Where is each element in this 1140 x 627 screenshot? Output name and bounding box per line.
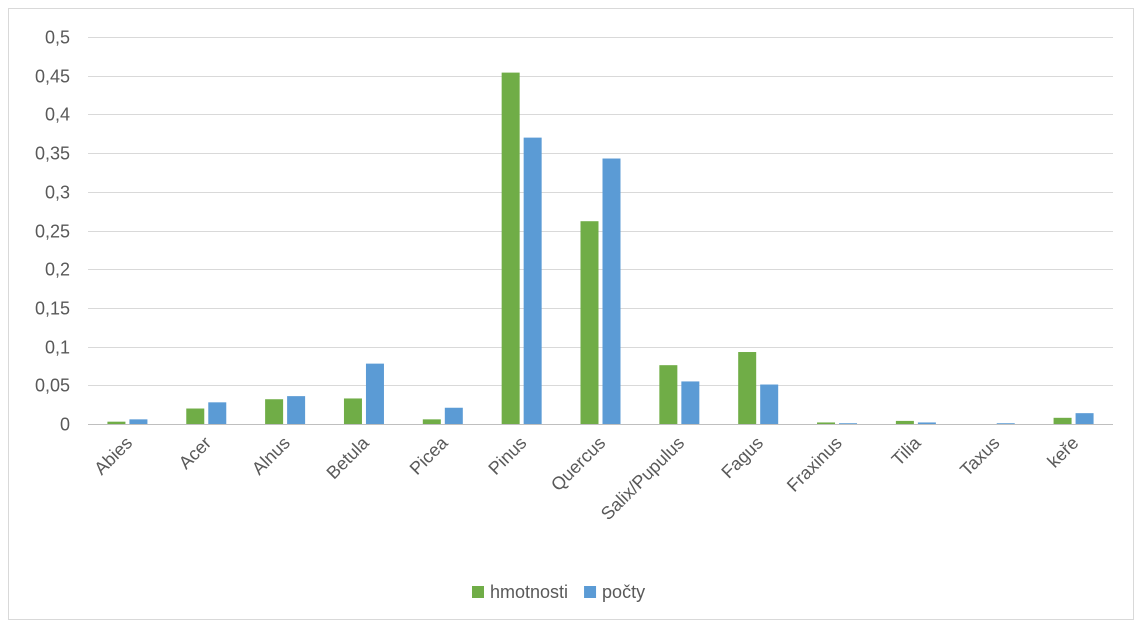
bar-počty	[444, 407, 463, 424]
bar-hmotnosti	[895, 420, 914, 424]
x-tick-label: Quercus	[547, 433, 609, 495]
bar-hmotnosti	[422, 419, 441, 424]
bar-počty	[208, 402, 227, 424]
bar-počty	[760, 384, 779, 424]
y-tick-label: 0,25	[35, 222, 70, 242]
x-axis: Abies Acer Alnus Betula Picea Pinus QuercusSal…	[90, 432, 1082, 524]
bar-hmotnosti	[265, 399, 284, 424]
bars	[107, 72, 1094, 424]
y-tick-label: 0,4	[45, 105, 70, 125]
x-tick-label: Pinus	[484, 433, 530, 479]
y-tick-label: 0,2	[45, 260, 70, 280]
bar-počty	[917, 422, 936, 424]
y-tick-label: 0,05	[35, 376, 70, 396]
bar-počty	[1075, 413, 1094, 424]
legend-swatch-hmotnosti	[472, 586, 484, 598]
x-tick-label: Fagus	[718, 433, 768, 483]
x-tick-label: Acer	[175, 433, 215, 473]
y-axis: 0 0,05 0,1 0,15 0,2 0,25 0,3 0,35 0,4 0,45 0,5	[35, 28, 70, 435]
y-tick-label: 0,15	[35, 299, 70, 319]
x-tick-label: Tilia	[888, 432, 926, 470]
x-tick-label: Abies	[90, 433, 136, 479]
bar-počty	[681, 381, 700, 424]
bar-počty	[839, 423, 858, 424]
y-tick-label: 0,1	[45, 338, 70, 358]
bar-počty	[602, 158, 621, 424]
bar-počty	[287, 396, 306, 424]
bar-hmotnosti	[501, 72, 520, 424]
x-tick-label: Taxus	[956, 433, 1003, 480]
y-tick-label: 0,3	[45, 183, 70, 203]
bar-počty	[523, 137, 542, 424]
y-tick-label: 0,35	[35, 144, 70, 164]
bar-hmotnosti	[186, 408, 205, 424]
bar-hmotnosti	[738, 352, 757, 424]
bar-počty	[365, 363, 384, 424]
bar-hmotnosti	[817, 422, 836, 424]
x-tick-label: Betula	[323, 432, 374, 483]
y-tick-label: 0,5	[45, 28, 70, 48]
x-tick-label: keře	[1044, 433, 1083, 472]
bar-hmotnosti	[343, 398, 362, 424]
bar-počty	[129, 419, 148, 424]
x-tick-label: Picea	[406, 432, 453, 479]
bar-hmotnosti	[1053, 417, 1072, 424]
legend-swatch-počty	[584, 586, 597, 598]
chart-area	[8, 8, 1134, 620]
bar-hmotnosti	[107, 421, 126, 424]
bar-počty	[996, 423, 1015, 424]
x-tick-label: Alnus	[248, 433, 294, 479]
legend: hmotnosti počty	[472, 582, 645, 602]
y-tick-label: 0,45	[35, 67, 70, 87]
bar-hmotnosti	[659, 365, 678, 424]
bar-hmotnosti	[580, 221, 599, 424]
x-tick-label: Fraxinus	[783, 433, 846, 496]
x-tick-label: Salix/Pupulus	[597, 433, 688, 524]
legend-label: počty	[602, 582, 645, 602]
legend-label: hmotnosti	[490, 582, 568, 602]
gridlines	[88, 37, 1113, 425]
y-tick-label: 0	[60, 415, 70, 435]
